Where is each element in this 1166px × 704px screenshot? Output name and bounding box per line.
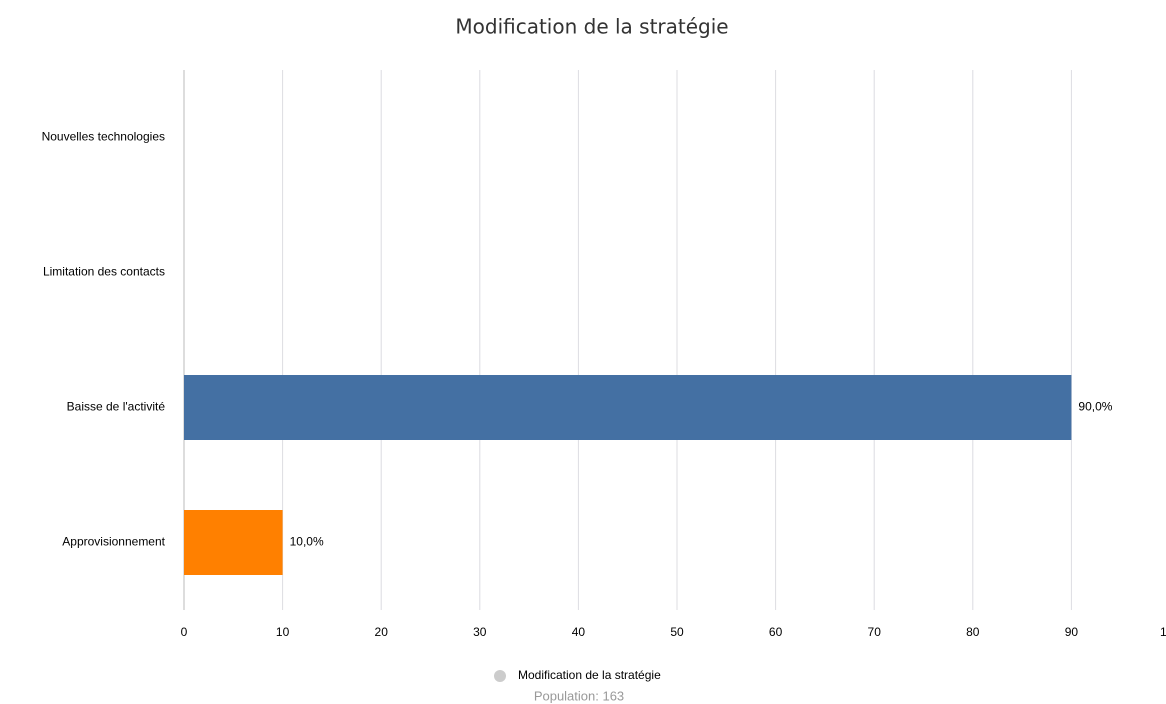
x-tick-label: 40 <box>572 625 586 639</box>
legend-marker <box>494 670 506 682</box>
x-tick-label: 60 <box>769 625 783 639</box>
x-tick-label: 20 <box>375 625 389 639</box>
x-tick-label: 70 <box>868 625 882 639</box>
x-tick-label: 50 <box>670 625 684 639</box>
annotation: Population: 163 <box>534 688 624 703</box>
x-tick-label: 90 <box>1065 625 1079 639</box>
x-tick-label: 100 <box>1160 625 1166 639</box>
x-tick-label: 0 <box>181 625 188 639</box>
bar <box>184 375 1072 440</box>
chart-title: Modification de la stratégie <box>455 15 728 39</box>
y-tick-label: Baisse de l'activité <box>67 400 166 414</box>
x-tick-label: 10 <box>276 625 290 639</box>
y-tick-label: Nouvelles technologies <box>42 130 165 144</box>
data-label: 10,0% <box>290 535 324 549</box>
data-label: 90,0% <box>1078 400 1112 414</box>
x-tick-label: 30 <box>473 625 487 639</box>
x-tick-label: 80 <box>966 625 980 639</box>
y-tick-label: Approvisionnement <box>62 535 165 549</box>
legend-label: Modification de la stratégie <box>518 668 661 682</box>
bar <box>184 510 283 575</box>
y-tick-label: Limitation des contacts <box>43 265 165 279</box>
